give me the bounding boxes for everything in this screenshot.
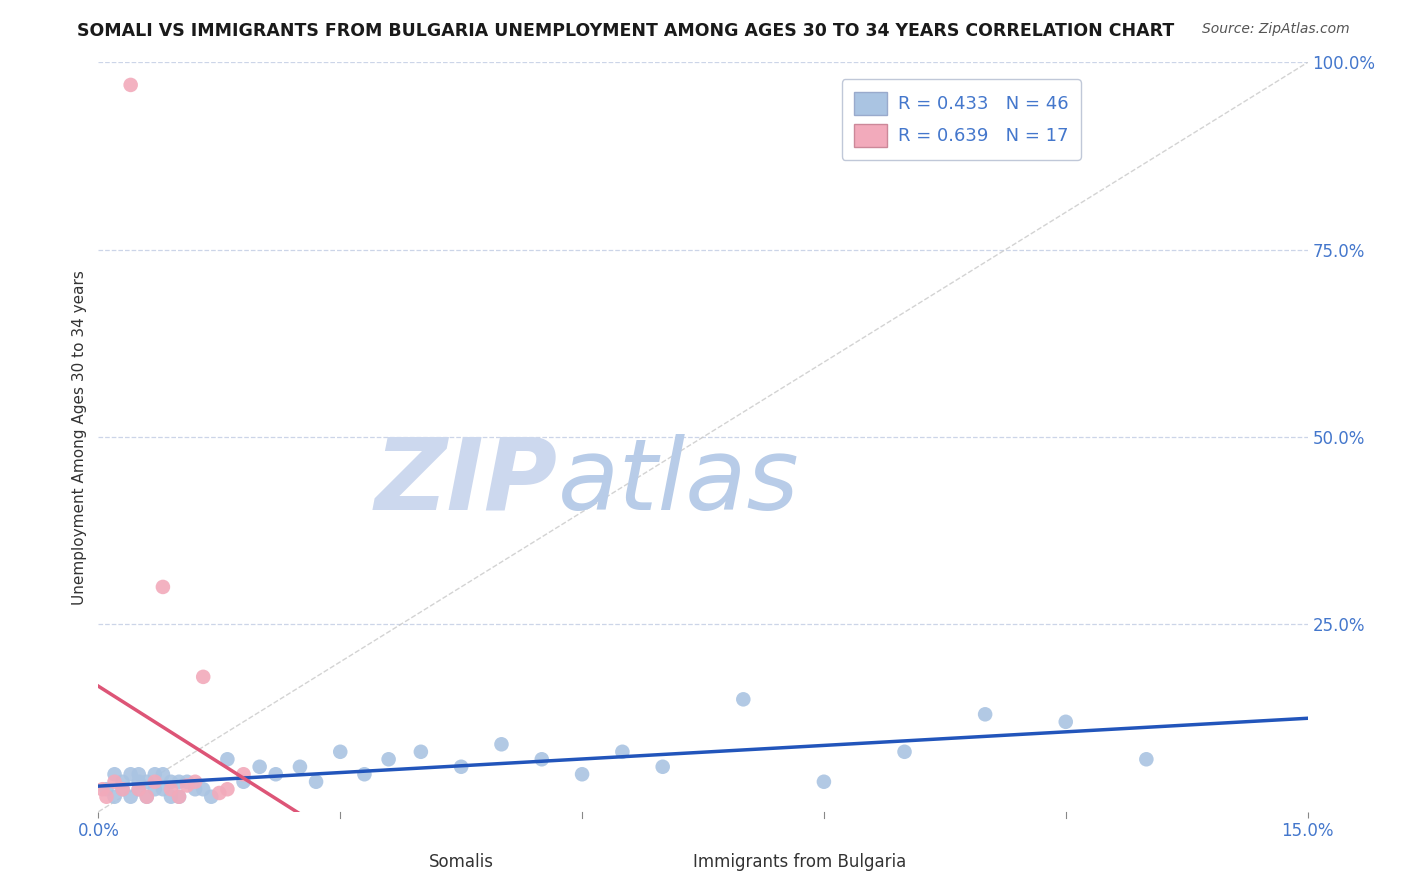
Point — [96, 782, 118, 797]
Legend: R = 0.433   N = 46, R = 0.639   N = 17: R = 0.433 N = 46, R = 0.639 N = 17 — [842, 79, 1081, 160]
Point — [143, 774, 166, 789]
Point — [152, 782, 174, 797]
Point — [813, 774, 835, 789]
Point — [128, 782, 150, 797]
Point — [264, 767, 287, 781]
Point — [491, 737, 513, 751]
Point — [232, 767, 254, 781]
Point — [208, 786, 231, 800]
Point — [120, 789, 142, 804]
Point — [96, 789, 118, 804]
Point — [200, 789, 222, 804]
Y-axis label: Unemployment Among Ages 30 to 34 years: Unemployment Among Ages 30 to 34 years — [72, 269, 87, 605]
Point — [353, 767, 375, 781]
Point — [160, 782, 183, 797]
Point — [1054, 714, 1077, 729]
Point — [111, 782, 134, 797]
Text: Source: ZipAtlas.com: Source: ZipAtlas.com — [1202, 22, 1350, 37]
Point — [974, 707, 997, 722]
Point — [111, 782, 134, 797]
Point — [193, 670, 215, 684]
Point — [232, 774, 254, 789]
Point — [612, 745, 634, 759]
Point — [120, 767, 142, 781]
Text: Somalis: Somalis — [429, 853, 494, 871]
Point — [176, 774, 198, 789]
Point — [103, 767, 125, 781]
Point — [160, 774, 183, 789]
Point — [152, 580, 174, 594]
Point — [530, 752, 553, 766]
Point — [571, 767, 593, 781]
Text: ZIP: ZIP — [375, 434, 558, 531]
Point — [135, 774, 157, 789]
Point — [288, 760, 311, 774]
Point — [184, 774, 207, 789]
Point — [184, 782, 207, 797]
Point — [651, 760, 673, 774]
Point — [143, 767, 166, 781]
Point — [167, 789, 190, 804]
Point — [120, 78, 142, 92]
Text: Immigrants from Bulgaria: Immigrants from Bulgaria — [693, 853, 907, 871]
Point — [91, 782, 114, 797]
Point — [160, 789, 183, 804]
Point — [733, 692, 755, 706]
Point — [128, 774, 150, 789]
Point — [249, 760, 271, 774]
Point — [409, 745, 432, 759]
Point — [135, 789, 157, 804]
Point — [143, 782, 166, 797]
Point — [217, 782, 239, 797]
Point — [167, 789, 190, 804]
Point — [128, 782, 150, 797]
Point — [103, 789, 125, 804]
Point — [450, 760, 472, 774]
Point — [217, 752, 239, 766]
Point — [103, 774, 125, 789]
Point — [135, 789, 157, 804]
Text: SOMALI VS IMMIGRANTS FROM BULGARIA UNEMPLOYMENT AMONG AGES 30 TO 34 YEARS CORREL: SOMALI VS IMMIGRANTS FROM BULGARIA UNEMP… — [77, 22, 1174, 40]
Point — [1135, 752, 1157, 766]
Point — [152, 767, 174, 781]
Point — [305, 774, 328, 789]
Point — [893, 745, 915, 759]
Point — [193, 782, 215, 797]
Point — [167, 774, 190, 789]
Point — [128, 767, 150, 781]
Point — [329, 745, 352, 759]
Point — [111, 774, 134, 789]
Point — [377, 752, 399, 766]
Point — [176, 779, 198, 793]
Text: atlas: atlas — [558, 434, 800, 531]
